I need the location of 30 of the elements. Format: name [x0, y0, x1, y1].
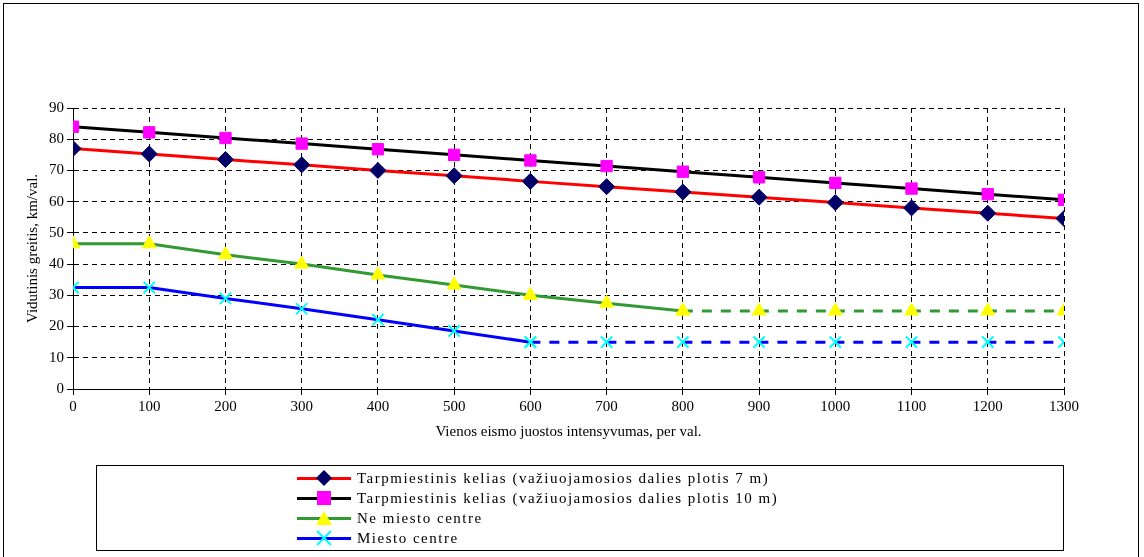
- y-tick-label: 80: [49, 130, 64, 147]
- y-tick-label: 40: [49, 255, 64, 272]
- legend-label: Tarpmiestinis kelias (važiuojamosios dalies plotis 7 m): [357, 469, 770, 487]
- y-tick-label: 30: [49, 286, 64, 303]
- legend-label: Ne miesto centre: [357, 509, 483, 527]
- y-tick-label: 0: [56, 379, 64, 396]
- x-tick-label: 1000: [820, 397, 851, 414]
- y-tick-label: 20: [49, 317, 64, 334]
- legend-label: Tarpmiestinis kelias (važiuojamosios dalies plotis 10 m): [357, 489, 779, 507]
- x-tick-label: 400: [366, 397, 390, 414]
- x-tick-label: 500: [442, 397, 466, 414]
- x-tick-label: 900: [747, 397, 771, 414]
- y-axis-title: Vidutinis greitis, km/val.: [23, 173, 40, 324]
- x-tick-label: 1200: [972, 397, 1003, 414]
- x-tick-label: 300: [290, 397, 313, 414]
- x-tick-label: 100: [137, 397, 161, 414]
- x-tick-label: 600: [519, 397, 542, 414]
- x-tick-label: 800: [671, 397, 695, 414]
- x-tick-label: 0: [69, 397, 77, 414]
- legend-label: Miesto centre: [357, 529, 459, 547]
- y-tick-label: 10: [49, 348, 64, 365]
- x-tick-label: 1300: [1049, 397, 1079, 414]
- x-tick-label: 200: [214, 397, 237, 414]
- x-axis-title: Vienos eismo juostos intensyvumas, per val.: [435, 422, 702, 439]
- y-tick-label: 60: [49, 192, 64, 209]
- y-tick-label: 70: [49, 161, 64, 178]
- y-tick-label: 50: [49, 223, 64, 240]
- x-tick-label: 1100: [896, 397, 927, 414]
- x-tick-label: 700: [595, 397, 618, 414]
- y-tick-label: 90: [49, 98, 64, 115]
